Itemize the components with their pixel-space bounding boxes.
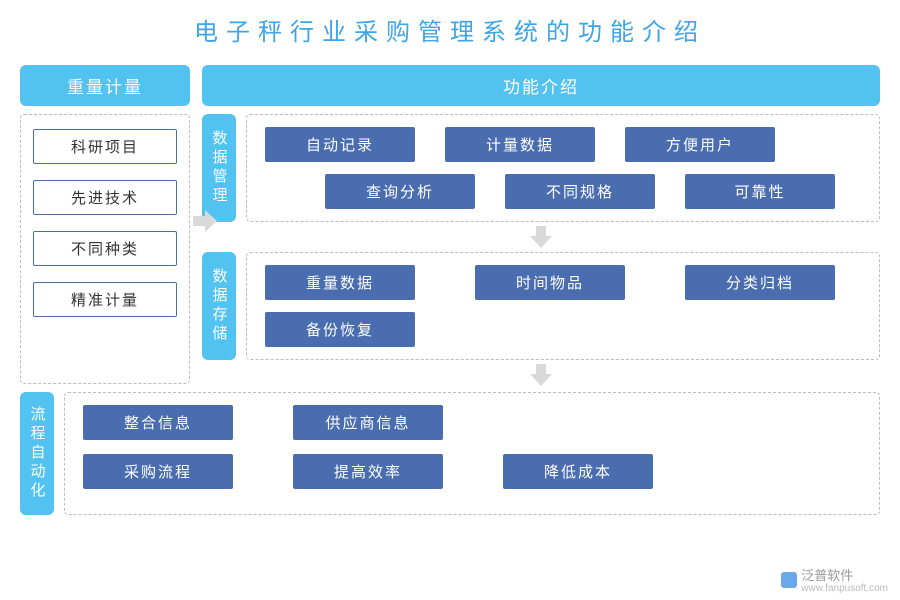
chip: 分类归档 xyxy=(685,265,835,300)
bottom-section: 流程自动化 整合信息 供应商信息 采购流程 提高效率 降低成本 xyxy=(20,392,880,515)
arrow-down-icon xyxy=(530,226,552,248)
row: 自动记录 计量数据 方便用户 xyxy=(265,127,861,162)
chip: 降低成本 xyxy=(503,454,653,489)
left-column: 科研项目 先进技术 不同种类 精准计量 xyxy=(20,114,190,384)
arrow-right-icon xyxy=(193,210,219,232)
mid-row: 科研项目 先进技术 不同种类 精准计量 数据管理 自动记录 计量数据 方便用户 … xyxy=(20,114,880,384)
chip: 采购流程 xyxy=(83,454,233,489)
chip: 供应商信息 xyxy=(293,405,443,440)
page-title: 电子秤行业采购管理系统的功能介绍 xyxy=(20,12,880,47)
left-item: 精准计量 xyxy=(33,282,177,317)
watermark: 泛普软件 www.fanpusoft.com xyxy=(781,565,888,594)
vlabel-automation: 流程自动化 xyxy=(20,392,54,515)
section-data-mgmt: 数据管理 自动记录 计量数据 方便用户 查询分析 不同规格 可靠性 xyxy=(202,114,880,222)
row: 整合信息 供应商信息 xyxy=(83,405,861,440)
left-item: 先进技术 xyxy=(33,180,177,215)
section-box: 重量数据 时间物品 分类归档 备份恢复 xyxy=(246,252,880,360)
bottom-box: 整合信息 供应商信息 采购流程 提高效率 降低成本 xyxy=(64,392,880,515)
vlabel-data-storage: 数据存储 xyxy=(202,252,236,360)
section-box: 自动记录 计量数据 方便用户 查询分析 不同规格 可靠性 xyxy=(246,114,880,222)
header-row: 重量计量 功能介绍 xyxy=(20,65,880,106)
chip: 时间物品 xyxy=(475,265,625,300)
row: 备份恢复 xyxy=(265,312,861,347)
left-item: 不同种类 xyxy=(33,231,177,266)
row: 采购流程 提高效率 降低成本 xyxy=(83,454,861,489)
header-left: 重量计量 xyxy=(20,65,190,106)
chip: 不同规格 xyxy=(505,174,655,209)
chip: 查询分析 xyxy=(325,174,475,209)
left-item: 科研项目 xyxy=(33,129,177,164)
row: 查询分析 不同规格 可靠性 xyxy=(265,174,861,209)
row: 重量数据 时间物品 分类归档 xyxy=(265,265,861,300)
watermark-icon xyxy=(781,572,797,588)
chip: 方便用户 xyxy=(625,127,775,162)
section-data-storage: 数据存储 重量数据 时间物品 分类归档 备份恢复 xyxy=(202,252,880,360)
vlabel-data-mgmt: 数据管理 xyxy=(202,114,236,222)
chip: 计量数据 xyxy=(445,127,595,162)
chip: 自动记录 xyxy=(265,127,415,162)
chip: 重量数据 xyxy=(265,265,415,300)
watermark-url: www.fanpusoft.com xyxy=(801,584,888,594)
right-column: 数据管理 自动记录 计量数据 方便用户 查询分析 不同规格 可靠性 数据存储 重… xyxy=(202,114,880,384)
chip: 提高效率 xyxy=(293,454,443,489)
header-right: 功能介绍 xyxy=(202,65,880,106)
chip: 可靠性 xyxy=(685,174,835,209)
chip: 备份恢复 xyxy=(265,312,415,347)
arrow-down-icon xyxy=(530,364,552,386)
chip: 整合信息 xyxy=(83,405,233,440)
watermark-brand: 泛普软件 xyxy=(801,568,853,583)
